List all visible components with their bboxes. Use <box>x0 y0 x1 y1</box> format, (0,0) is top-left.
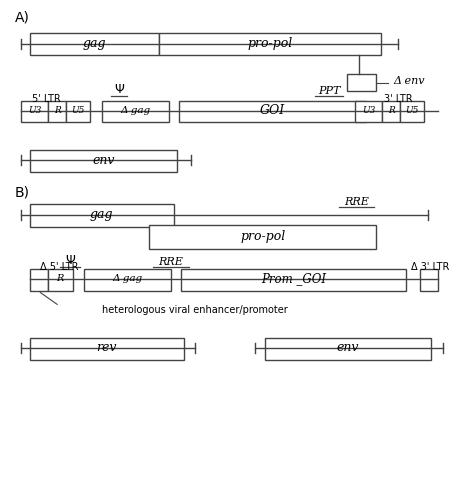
Text: U3: U3 <box>27 106 41 115</box>
Bar <box>346 74 376 91</box>
Bar <box>179 101 366 122</box>
Text: Δ gag: Δ gag <box>112 274 142 283</box>
Bar <box>30 269 48 291</box>
Text: 5' LTR: 5' LTR <box>32 94 61 104</box>
Text: GOI: GOI <box>260 104 285 117</box>
Text: R: R <box>56 274 64 283</box>
Text: Δ env: Δ env <box>393 76 425 86</box>
Bar <box>181 269 406 291</box>
Bar <box>30 338 183 360</box>
Text: pro-pol: pro-pol <box>247 37 292 50</box>
Bar <box>30 203 174 227</box>
Text: U5: U5 <box>405 106 419 115</box>
Bar <box>159 33 381 55</box>
Bar <box>400 101 424 122</box>
Text: heterologous viral enhancer/promoter: heterologous viral enhancer/promoter <box>101 305 287 315</box>
Bar <box>20 101 48 122</box>
Text: B): B) <box>15 186 30 200</box>
Text: 3' LTR: 3' LTR <box>384 94 412 104</box>
Bar <box>264 338 431 360</box>
Bar <box>420 269 438 291</box>
Text: A): A) <box>15 10 29 25</box>
Text: gag: gag <box>83 37 107 50</box>
Text: Ψ: Ψ <box>114 83 124 96</box>
Bar <box>382 101 400 122</box>
Text: gag: gag <box>90 208 113 221</box>
Text: RRE: RRE <box>158 257 183 267</box>
Text: Δ 3' LTR: Δ 3' LTR <box>410 262 449 272</box>
Text: pro-pol: pro-pol <box>240 230 285 243</box>
Bar <box>149 225 376 249</box>
Text: PPT: PPT <box>318 85 340 96</box>
Bar <box>30 150 177 172</box>
Text: U3: U3 <box>362 106 375 115</box>
Text: env: env <box>92 154 115 166</box>
Bar <box>30 33 159 55</box>
Bar <box>48 269 73 291</box>
Text: R: R <box>54 106 61 115</box>
Bar <box>48 101 66 122</box>
Text: Δ gag: Δ gag <box>120 106 150 115</box>
Text: Ψ: Ψ <box>65 254 75 267</box>
Bar <box>66 101 90 122</box>
Text: RRE: RRE <box>344 197 369 207</box>
Text: R: R <box>388 106 394 115</box>
Text: env: env <box>337 341 359 354</box>
Text: Δ 5' LTR: Δ 5' LTR <box>40 262 79 272</box>
Bar <box>101 101 169 122</box>
Text: U5: U5 <box>71 106 84 115</box>
Text: Prom _GOI: Prom _GOI <box>261 272 326 285</box>
Bar <box>355 101 382 122</box>
Text: rev: rev <box>96 341 117 354</box>
Bar <box>84 269 171 291</box>
